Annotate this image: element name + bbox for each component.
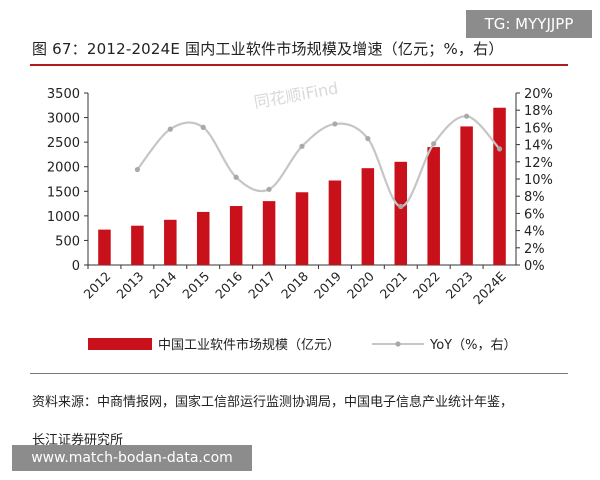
y-right-tick-label: 2%	[524, 242, 545, 257]
bar	[361, 168, 375, 265]
x-tick-label: 2017	[245, 269, 278, 302]
yoy-point	[365, 135, 371, 142]
y-right-tick-label: 8%	[524, 190, 545, 205]
yoy-point	[431, 141, 437, 147]
bar	[493, 107, 506, 265]
bar	[328, 180, 342, 265]
y-left-tick-label: 3500	[47, 87, 80, 102]
y-right-tick-label: 16%	[524, 121, 553, 136]
chart: 同花顺iFind 0 500 1000 1500 2000 2500 3000 3500 0% 2%…	[47, 78, 553, 353]
url-watermark: www.match-bodan-data.com	[12, 445, 252, 471]
source-line-1: 资料来源：中商情报网，国家工信部运行监测协调局，中国电子信息产业统计年鉴，	[32, 395, 514, 410]
x-tick-label: 2013	[113, 269, 146, 302]
bar	[427, 147, 440, 265]
yoy-line	[136, 115, 501, 208]
legend-line-label: YoY（%，右）	[429, 338, 516, 353]
y-left-tick-label: 3000	[47, 112, 80, 127]
bar	[131, 225, 144, 265]
yoy-point	[167, 126, 173, 132]
yoy-point	[496, 146, 503, 152]
yoy-point	[332, 121, 338, 127]
legend-bar-label: 中国工业软件市场规模（亿元）	[158, 337, 340, 353]
x-tick-label: 2022	[410, 269, 443, 302]
yoy-point	[299, 143, 305, 149]
source-line-2: 长江证券研究所	[32, 433, 124, 448]
y-right-tick-label: 6%	[524, 207, 545, 222]
y-left-tick-label: 2000	[47, 161, 80, 176]
bottom-divider	[30, 373, 568, 374]
y-right-tick-label: 20%	[524, 87, 553, 102]
y-right-tick-label: 4%	[524, 225, 545, 240]
tg-badge: TG: MYYJJPP	[466, 10, 592, 38]
yoy-point	[464, 113, 470, 119]
y-left-tick-label: 0	[72, 259, 80, 274]
bar	[460, 126, 473, 265]
x-tick-label: 2012	[80, 269, 113, 302]
watermark-text: 同花顺iFind	[252, 78, 339, 112]
x-tick-label: 2015	[179, 269, 212, 302]
yoy-point	[200, 124, 206, 130]
x-tick-label: 2014	[146, 268, 179, 301]
bar	[229, 206, 243, 265]
title-divider	[30, 64, 568, 66]
bar	[164, 219, 177, 265]
legend-bar-swatch	[88, 338, 152, 350]
x-tick-label: 2020	[344, 268, 377, 301]
x-tick-label: 2021	[377, 269, 410, 302]
y-left-tick-label: 2500	[47, 136, 80, 151]
chart-title: 图 67：2012-2024E 国内工业软件市场规模及增速（亿元；%，右）	[32, 40, 504, 58]
x-tick-label: 2016	[212, 268, 245, 301]
y-right-tick-label: 0%	[524, 259, 545, 274]
yoy-point	[233, 174, 239, 180]
source-note: 资料来源：中商情报网，国家工信部运行监测协调局，中国电子信息产业统计年鉴， 长江…	[32, 384, 572, 460]
y-left-tick-label: 500	[55, 234, 80, 249]
bar	[98, 229, 111, 265]
yoy-point	[266, 186, 272, 192]
bar	[262, 201, 276, 265]
y-left-tick-label: 1000	[47, 210, 80, 225]
y-right-tick-label: 10%	[524, 173, 553, 188]
yoy-point	[134, 166, 140, 173]
bar	[196, 211, 210, 265]
x-tick-label: 2018	[278, 268, 311, 301]
x-tick-label: 2019	[311, 268, 344, 301]
y-right-tick-label: 12%	[524, 156, 553, 171]
x-tick-label: 2024E	[470, 268, 509, 307]
yoy-point	[398, 203, 404, 210]
y-right-tick-label: 18%	[524, 104, 553, 119]
y-left-tick-label: 1500	[47, 185, 80, 200]
legend-line-marker	[395, 341, 401, 347]
y-right-tick-label: 14%	[524, 139, 553, 154]
bar	[295, 192, 309, 265]
bar	[394, 161, 408, 265]
